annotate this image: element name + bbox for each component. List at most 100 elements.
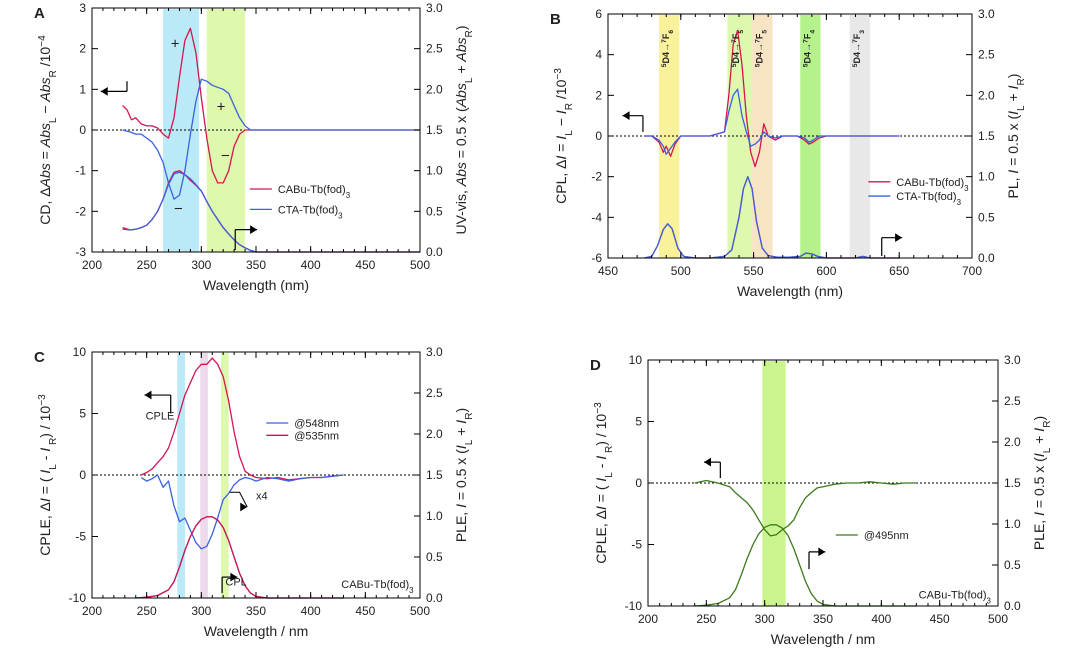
y-tick-label: 5 (79, 407, 86, 421)
series-line (694, 479, 917, 537)
y-tick-label-right: 0.0 (1004, 599, 1021, 613)
y-tick-label-right: 2.0 (978, 88, 995, 102)
legend-label: CABu-Tb(fod)3 (278, 184, 351, 200)
cpl-label: CPL (225, 577, 246, 589)
arrow-head-left (704, 457, 711, 467)
minus-annotation: − (221, 148, 230, 165)
y-tick-label-right: 1.0 (978, 170, 995, 184)
y-axis-label-left: CPLE, ΔI = ( IL - I R) / 10−3 (593, 402, 615, 564)
y-tick-label: 6 (595, 7, 602, 21)
x-tick-label: 550 (744, 264, 764, 278)
y-axis-label-right: UV-vis, Abs = 0.5 x (AbsL + AbsR) (453, 26, 475, 235)
x-tick-label: 600 (816, 264, 836, 278)
y-tick-label: 0 (595, 129, 602, 143)
legend-label: CTA-Tb(fod)3 (278, 204, 343, 220)
y-tick-label-right: 1.0 (1004, 517, 1021, 531)
x4-label: x4 (256, 491, 268, 503)
minus-annotation: − (174, 200, 183, 217)
y-tick-label-right: 1.0 (426, 164, 443, 178)
x-tick-label: 400 (301, 604, 321, 618)
y-axis-label-left: CPL, ΔI = IL − IR /10−3 (553, 68, 575, 204)
y-tick-label-right: 1.0 (426, 509, 443, 523)
y-tick-label-right: 0.5 (978, 210, 995, 224)
y-tick-label: -2 (591, 170, 602, 184)
y-tick-label: 2 (79, 42, 86, 56)
highlight-band (800, 15, 821, 258)
y-tick-label-right: 3.0 (426, 1, 443, 15)
y-tick-label-right: 0.0 (426, 245, 443, 259)
y-tick-label: -4 (591, 210, 602, 224)
x-tick-label: 250 (696, 612, 716, 626)
y-tick-label: 2 (595, 88, 602, 102)
x4-arrow-head (240, 502, 248, 512)
y-tick-label-right: 1.5 (426, 468, 443, 482)
series-line (122, 27, 420, 184)
panel-label: B (550, 11, 561, 28)
x-tick-label: 500 (988, 612, 1008, 626)
y-tick-label-right: 2.5 (1004, 394, 1021, 408)
y-tick-label: -5 (631, 538, 642, 552)
x-tick-label: 500 (410, 258, 430, 272)
y-axis-label-left: CD, ΔAbs = AbsL − AbsR /10−4 (37, 35, 59, 225)
x-axis-label: Wavelength (nm) (737, 283, 843, 299)
y-axis-label-left: CPLE, ΔI = ( IL - I R) / 10−3 (37, 394, 59, 556)
compound-label: CABu-Tb(fod)3 (341, 579, 414, 595)
panel-label: D (590, 357, 601, 374)
transition-label: 5D4→7F3 (851, 30, 865, 68)
x-tick-label: 350 (246, 604, 266, 618)
y-tick-label-right: 2.0 (1004, 435, 1021, 449)
x-tick-label: 400 (871, 612, 891, 626)
series-line (644, 88, 900, 155)
y-tick-label: 0 (79, 468, 86, 482)
compound-label: CABu-Tb(fod)3 (919, 590, 992, 606)
x-tick-label: 200 (82, 258, 102, 272)
y-tick-label: 1 (79, 82, 86, 96)
legend-label: CTA-Tb(fod)3 (896, 191, 961, 207)
y-tick-label: -10 (625, 599, 643, 613)
arrow-head-right (230, 572, 238, 582)
series-line (644, 176, 900, 259)
x-tick-label: 350 (246, 258, 266, 272)
panel-C: 200 250 300 350 400 450 500 -10 -5 0 5 10 0.0 0.5 1.0 1… (34, 345, 475, 639)
y-tick-label-right: 0.0 (978, 251, 995, 265)
y-tick-label: 3 (79, 1, 86, 15)
y-tick-label: 5 (635, 415, 642, 429)
legend-label: @548nm (294, 418, 339, 430)
y-tick-label-right: 1.5 (978, 129, 995, 143)
series-line (122, 78, 420, 200)
series-line (644, 29, 900, 168)
y-tick-label-right: 3.0 (1004, 353, 1021, 367)
x-axis-label: Wavelength / nm (204, 623, 309, 639)
x-tick-label: 300 (191, 258, 211, 272)
x-tick-label: 200 (638, 612, 658, 626)
arrow-head-right (895, 233, 903, 243)
x-tick-label: 450 (355, 604, 375, 618)
plus-annotation: + (171, 36, 180, 53)
panel-B: 450 500 550 600 650 700 -6 -4 -2 0 2 4 6 0.0 0.5 1.0 1.5… (550, 7, 1027, 299)
y-tick-label-right: 2.5 (426, 386, 443, 400)
series-line (140, 357, 344, 481)
x-tick-label: 300 (755, 612, 775, 626)
y-tick-label: -1 (75, 164, 86, 178)
legend-label: CABu-Tb(fod)3 (896, 177, 969, 193)
transition-label: 5D4→7F6 (661, 30, 675, 68)
y-tick-label: 10 (629, 353, 643, 367)
y-tick-label-right: 3.0 (978, 7, 995, 21)
series-line (122, 171, 420, 253)
y-tick-label: 0 (635, 476, 642, 490)
x-tick-label: 450 (355, 258, 375, 272)
y-tick-label-right: 0.5 (426, 204, 443, 218)
y-tick-label-right: 0.0 (426, 591, 443, 605)
y-tick-label-right: 0.5 (426, 550, 443, 564)
panel-label: C (34, 349, 45, 366)
x-tick-label: 450 (598, 264, 618, 278)
y-tick-label-right: 2.0 (426, 82, 443, 96)
legend-label: @535nm (294, 430, 339, 442)
y-tick-label: -10 (69, 591, 87, 605)
y-tick-label-right: 1.5 (1004, 476, 1021, 490)
arrow-head-left (622, 111, 630, 121)
arrow-head-right (818, 547, 826, 557)
series-line (694, 524, 917, 607)
transition-label: 5D4→7F5 (731, 30, 745, 68)
cple-label: CPLE (146, 411, 175, 423)
